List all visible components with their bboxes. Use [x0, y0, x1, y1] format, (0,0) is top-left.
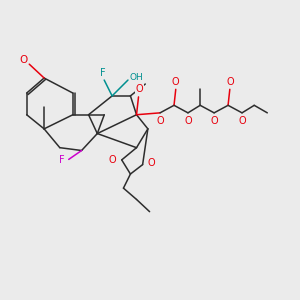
Text: O: O [109, 155, 117, 165]
Text: F: F [59, 155, 64, 165]
Text: O: O [238, 116, 246, 126]
Text: O: O [172, 77, 180, 87]
Text: O: O [210, 116, 218, 126]
Text: O: O [19, 55, 27, 65]
Text: OH: OH [129, 73, 143, 82]
Text: F: F [100, 68, 106, 78]
Text: O: O [148, 158, 155, 168]
Text: O: O [226, 77, 234, 87]
Text: O: O [136, 84, 143, 94]
Text: O: O [184, 116, 192, 126]
Text: O: O [156, 116, 164, 126]
